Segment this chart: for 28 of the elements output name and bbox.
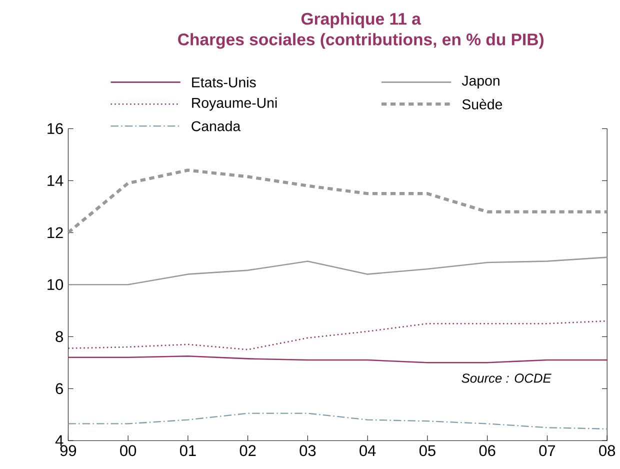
y-tick-label: 10 — [48, 279, 64, 290]
chart-title: Graphique 11 a — [301, 12, 422, 28]
x-tick-label: 02 — [240, 445, 256, 456]
chart-subtitle: Charges sociales (contributions, en % du PIB) — [178, 33, 544, 49]
x-tick-label: 05 — [419, 445, 436, 456]
x-tick-label: 08 — [599, 445, 616, 456]
x-tick-label: 00 — [120, 445, 136, 456]
legend-label: Japon — [462, 76, 500, 89]
y-tick-label: 6 — [56, 383, 63, 394]
legend-label: Etats-Unis — [192, 76, 256, 88]
x-tick-label: 07 — [539, 445, 556, 456]
y-tick-label: 12 — [48, 227, 63, 238]
legend-label: Suède — [462, 98, 502, 110]
x-tick-label: 99 — [60, 445, 76, 456]
line-series — [68, 355, 608, 364]
y-tick-label: 8 — [56, 331, 63, 342]
line-series — [68, 412, 608, 430]
line-series — [68, 256, 608, 286]
legend-label: Canada — [192, 120, 241, 132]
x-tick-label: 04 — [360, 445, 376, 456]
y-tick-label: 16 — [48, 123, 63, 134]
annotation: Source : OCDE — [462, 374, 552, 383]
legend-label: Royaume-Uni — [192, 98, 277, 111]
y-tick-label: 4 — [55, 435, 64, 446]
x-tick-label: 01 — [180, 445, 196, 456]
x-tick-label: 03 — [300, 445, 316, 456]
y-tick-label: 14 — [48, 175, 64, 186]
x-tick-label: 06 — [479, 445, 496, 456]
